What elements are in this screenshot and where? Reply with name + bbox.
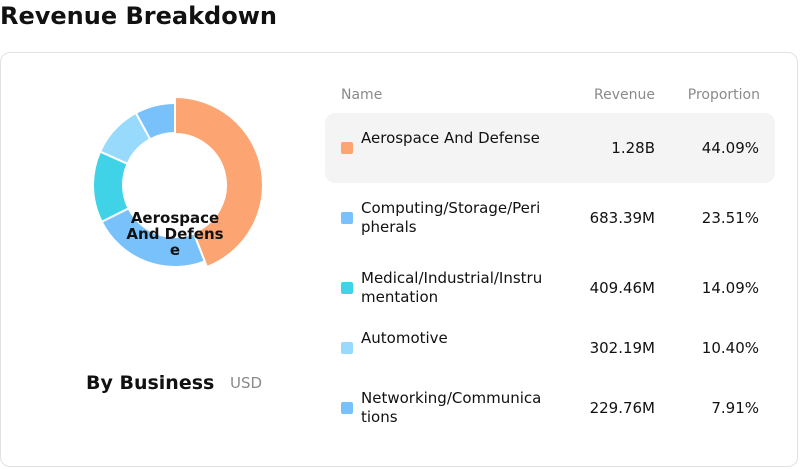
legend-swatch <box>341 342 353 354</box>
row-revenue: 229.76M <box>589 399 655 417</box>
row-name: Networking/Communications <box>361 389 542 426</box>
donut-chart[interactable] <box>85 95 265 275</box>
row-revenue: 1.28B <box>611 139 655 157</box>
column-header-proportion: Proportion <box>687 87 760 103</box>
row-revenue: 683.39M <box>589 209 655 227</box>
by-business-label: By Business <box>86 372 215 394</box>
column-header-name: Name <box>341 87 383 103</box>
row-proportion: 14.09% <box>701 279 759 297</box>
row-name: Automotive <box>361 329 448 347</box>
row-name: Aerospace And Defense <box>361 129 540 147</box>
table-row[interactable]: Networking/Communications 229.76M 7.91% <box>325 373 775 443</box>
table-row[interactable]: Computing/Storage/Peripherals 683.39M 23.5… <box>325 183 775 253</box>
row-revenue: 409.46M <box>589 279 655 297</box>
legend-swatch <box>341 212 353 224</box>
table-row[interactable]: Automotive 302.19M 10.40% <box>325 313 775 383</box>
row-proportion: 44.09% <box>701 139 759 157</box>
row-proportion: 7.91% <box>711 399 759 417</box>
donut-svg <box>92 95 264 269</box>
legend-swatch <box>341 282 353 294</box>
table-row[interactable]: Medical/Industrial/Instrumentation 409.46… <box>325 253 775 323</box>
legend-swatch <box>341 142 353 154</box>
donut-center-label: Aerospace And Defense <box>126 209 224 259</box>
row-name: Computing/Storage/Peripherals <box>361 199 541 236</box>
page-title: Revenue Breakdown <box>0 2 277 30</box>
table-row[interactable]: Aerospace And Defense 1.28B 44.09% <box>325 113 775 183</box>
legend-swatch <box>341 402 353 414</box>
column-header-revenue: Revenue <box>594 87 655 103</box>
currency-label: USD <box>230 374 263 392</box>
donut-slice[interactable] <box>134 101 176 141</box>
row-proportion: 10.40% <box>701 339 759 357</box>
row-proportion: 23.51% <box>701 209 759 227</box>
row-name: Medical/Industrial/Instrumentation <box>361 269 543 306</box>
row-revenue: 302.19M <box>589 339 655 357</box>
donut-slice[interactable] <box>174 95 264 269</box>
